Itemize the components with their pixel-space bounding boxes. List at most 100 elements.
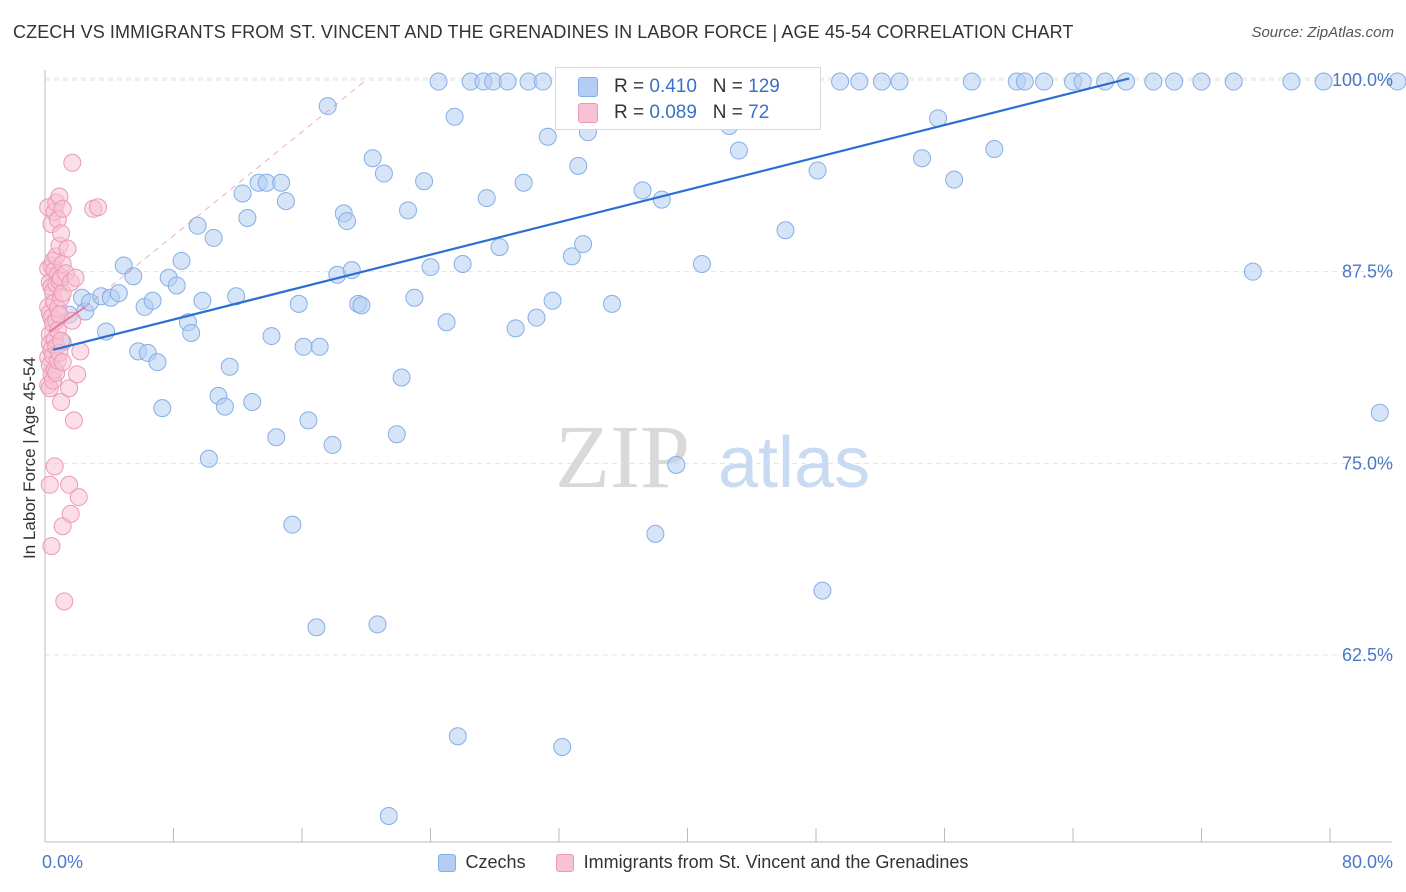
- czech-point-89: [633, 181, 652, 200]
- immigrants-n-label: N =: [712, 102, 743, 123]
- czech-point-64: [437, 313, 456, 332]
- czech-point-122: [1192, 72, 1211, 91]
- czech-point-111: [962, 72, 981, 91]
- stats-text-czechs: R = 0.410 N = 129: [614, 76, 780, 98]
- immigrants-swatch: [578, 103, 598, 123]
- czech-point-80: [543, 291, 562, 310]
- czech-point-120: [1144, 72, 1163, 91]
- czech-point-92: [667, 455, 686, 474]
- x-tick-label-1: 80.0%: [1342, 852, 1393, 872]
- czech-point-124: [1243, 262, 1262, 281]
- czech-point-110: [945, 170, 964, 189]
- czech-point-103: [813, 581, 832, 600]
- watermark-zip: ZIP: [555, 408, 690, 507]
- czechs-n-value: 129: [748, 76, 780, 97]
- y-tick-label-1: 75.0%: [1342, 453, 1393, 473]
- watermark-atlas: atlas: [718, 423, 870, 503]
- bottom-legend: Czechs Immigrants from St. Vincent and t…: [0, 852, 1406, 873]
- czech-point-67: [453, 255, 472, 273]
- czech-point-78: [533, 72, 552, 91]
- czech-point-123: [1224, 72, 1243, 91]
- czech-point-94: [692, 255, 711, 273]
- czech-point-16: [153, 399, 172, 418]
- tick-labels: 62.5% 75.0% 87.5% 100.0% 0.0% 80.0%: [42, 70, 1393, 872]
- czech-point-21: [182, 324, 201, 342]
- legend-label-immigrants: Immigrants from St. Vincent and the Gren…: [583, 852, 969, 872]
- czech-point-52: [352, 296, 371, 315]
- czech-point-44: [310, 337, 329, 356]
- czech-point-43: [307, 618, 326, 637]
- czech-point-112: [985, 140, 1004, 158]
- immigrant-point-50: [52, 393, 71, 411]
- czech-point-70: [477, 189, 496, 208]
- czech-point-24: [199, 449, 218, 468]
- czech-point-61: [415, 172, 434, 191]
- y-tick-label-3: 100.0%: [1332, 70, 1393, 90]
- source-label: Source: ZipAtlas.com: [1251, 24, 1394, 41]
- czechs-r-value: 0.410: [649, 76, 697, 97]
- immigrants-r-value: 0.089: [649, 102, 697, 123]
- czech-point-10: [124, 267, 143, 286]
- czech-point-84: [574, 235, 593, 254]
- czech-point-105: [850, 72, 869, 91]
- czech-point-8: [109, 284, 128, 303]
- czech-point-56: [379, 807, 398, 825]
- immigrant-point-66: [66, 268, 85, 287]
- czech-point-41: [294, 337, 313, 356]
- czech-point-22: [188, 216, 207, 235]
- immigrants-n-value: 72: [748, 102, 770, 123]
- czech-point-36: [267, 428, 286, 447]
- czech-point-28: [220, 357, 239, 376]
- y-tick-label-0: 62.5%: [1342, 645, 1393, 665]
- czech-point-62: [421, 258, 440, 277]
- czech-point-77: [527, 308, 546, 327]
- czech-point-31: [238, 209, 257, 227]
- czech-point-125: [1282, 72, 1301, 91]
- czechs-r-label: R =: [614, 76, 645, 97]
- czech-point-30: [233, 184, 252, 203]
- immigrant-point-51: [53, 199, 72, 218]
- immigrant-point-56: [55, 592, 74, 611]
- x-tick-label-0: 0.0%: [42, 852, 83, 872]
- czech-point-35: [262, 327, 281, 346]
- czech-point-90: [646, 524, 665, 543]
- legend-label-czechs: Czechs: [465, 852, 526, 872]
- czech-point-23: [193, 291, 212, 310]
- legend-swatch-czechs: [437, 853, 456, 872]
- czech-point-87: [603, 294, 622, 313]
- czech-point-58: [392, 368, 411, 387]
- czech-point-60: [405, 288, 424, 307]
- czech-point-107: [890, 72, 909, 91]
- czech-point-38: [276, 192, 295, 211]
- immigrant-point-59: [60, 379, 79, 398]
- legend-item-czechs[interactable]: Czechs: [437, 852, 526, 873]
- immigrant-point-18: [42, 537, 61, 556]
- czech-point-75: [514, 173, 533, 192]
- czech-point-104: [831, 72, 850, 91]
- data-points: [39, 72, 1406, 825]
- czech-point-126: [1314, 72, 1333, 91]
- czech-point-59: [399, 201, 418, 220]
- immigrant-point-60: [60, 475, 79, 494]
- czech-point-74: [506, 319, 525, 338]
- czech-point-82: [562, 247, 581, 266]
- immigrant-point-54: [53, 353, 72, 372]
- czech-point-97: [729, 141, 748, 160]
- czech-point-72: [490, 238, 509, 257]
- czech-point-100: [776, 221, 795, 240]
- immigrant-point-46: [52, 224, 71, 243]
- czech-point-54: [368, 615, 387, 634]
- czech-point-57: [387, 425, 406, 444]
- czech-point-40: [289, 294, 308, 313]
- stats-text-immigrants: R = 0.089 N = 72: [614, 102, 769, 124]
- legend-item-immigrants[interactable]: Immigrants from St. Vincent and the Gren…: [555, 852, 969, 873]
- czech-point-121: [1165, 72, 1184, 91]
- czechs-n-label: N =: [712, 76, 743, 97]
- czech-point-45: [318, 97, 337, 116]
- immigrant-point-58: [58, 239, 77, 258]
- czech-point-66: [448, 727, 467, 746]
- czech-point-73: [498, 72, 517, 91]
- czech-point-19: [172, 251, 191, 270]
- czech-point-46: [323, 435, 342, 454]
